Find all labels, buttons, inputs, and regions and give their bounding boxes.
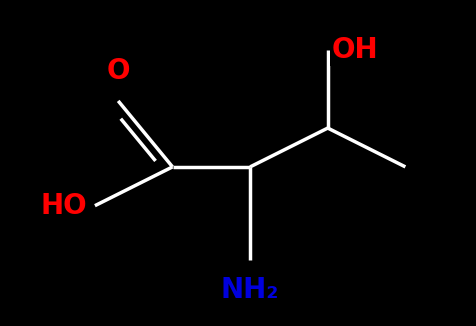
Text: O: O — [106, 57, 129, 85]
Text: HO: HO — [40, 192, 87, 220]
Text: NH₂: NH₂ — [220, 275, 279, 304]
Text: OH: OH — [331, 37, 377, 65]
